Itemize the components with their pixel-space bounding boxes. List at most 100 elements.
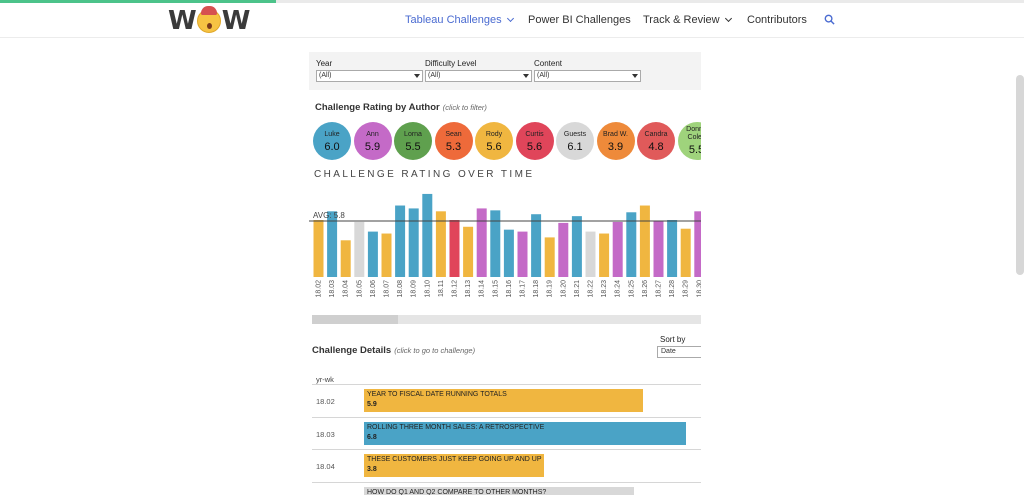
site-logo[interactable]: W W: [168, 5, 251, 37]
x-tick-label: 18.14: [479, 280, 486, 298]
challenge-bar[interactable]: YEAR TO FISCAL DATE RUNNING TOTALS 5.9: [364, 389, 643, 412]
filter-difficulty-value: (All): [428, 72, 441, 79]
x-tick-label: 18.11: [438, 280, 445, 297]
chart-bar[interactable]: [422, 193, 433, 277]
chevron-down-icon: [414, 74, 420, 78]
chart-horizontal-scrollbar[interactable]: [312, 315, 701, 324]
page-scrollbar[interactable]: [1016, 75, 1024, 275]
author-name: Donna Coles: [686, 126, 701, 141]
challenge-details-hint: (click to go to challenge): [394, 346, 476, 355]
filter-year-value: (All): [319, 72, 332, 79]
chart-bar[interactable]: [585, 231, 596, 277]
x-tick-label: 18.19: [547, 280, 554, 298]
challenge-bar[interactable]: THESE CUSTOMERS JUST KEEP GOING UP AND U…: [364, 454, 544, 477]
x-tick-label: 18.21: [574, 280, 581, 298]
author-bubble[interactable]: Guests 6.1: [556, 122, 594, 160]
nav-item-tableau-challenges[interactable]: Tableau Challenges: [405, 14, 514, 26]
author-rating: 4.8: [648, 141, 664, 153]
filter-year-select[interactable]: (All): [316, 70, 423, 82]
author-bubble[interactable]: Lorna 5.5: [394, 122, 432, 160]
chart-bar[interactable]: [503, 229, 514, 277]
chart-bar[interactable]: [544, 237, 555, 277]
author-name: Rody: [485, 131, 503, 138]
author-bubble[interactable]: Curtis 5.6: [515, 122, 554, 160]
filter-content-select[interactable]: (All): [534, 70, 641, 82]
tableau-dashboard: Year (All) Difficulty Level (All) Conten…: [309, 38, 701, 495]
filter-year: Year (All): [316, 59, 423, 82]
chart-bar[interactable]: [367, 231, 378, 277]
filter-content: Content (All): [534, 59, 641, 82]
challenge-details-title-text: Challenge Details: [312, 345, 392, 356]
chart-bar[interactable]: [667, 220, 678, 277]
x-tick-label: 18.12: [452, 280, 459, 298]
chart-bar[interactable]: [639, 205, 650, 277]
chart-bar[interactable]: [653, 220, 664, 277]
chart-bar[interactable]: [354, 221, 365, 277]
rating-by-author-title-text: Challenge Rating by Author: [315, 102, 440, 113]
chart-bar[interactable]: [395, 205, 406, 277]
challenge-row[interactable]: 18.03 ROLLING THREE MONTH SALES: A RETROS…: [312, 416, 701, 449]
x-tick-label: 18.27: [656, 280, 663, 298]
x-tick-label: 18.24: [615, 280, 622, 298]
nav-item-contributors[interactable]: Contributors: [747, 14, 807, 26]
author-bubble[interactable]: Ann 5.9: [353, 122, 392, 160]
x-tick-label: 18.22: [588, 280, 595, 298]
chart-bar[interactable]: [599, 233, 610, 277]
rating-by-author-hint: (click to filter): [442, 103, 487, 112]
logo-letter-right: W: [221, 6, 251, 36]
challenge-details-title: Challenge Details (click to go to challen…: [312, 345, 475, 356]
filter-content-value: (All): [537, 72, 550, 79]
chevron-down-icon: [724, 14, 732, 23]
filter-year-label: Year: [316, 59, 333, 68]
chart-bar[interactable]: [313, 220, 324, 277]
challenge-row[interactable]: 18.04 THESE CUSTOMERS JUST KEEP GOING UP …: [312, 449, 701, 481]
challenge-bar[interactable]: HOW DO Q1 AND Q2 COMPARE TO OTHER MONTHS…: [364, 486, 634, 495]
chart-bar[interactable]: [626, 212, 637, 277]
chart-bar[interactable]: [680, 228, 691, 277]
chart-bar[interactable]: [408, 208, 419, 277]
rating-over-time-chart[interactable]: 18.02 18.03 18.04 18.05 18.06 18.07 18.08 18.09…: [309, 186, 701, 314]
author-bubble[interactable]: Sean 5.3: [434, 122, 473, 160]
chart-bar[interactable]: [381, 233, 392, 277]
rating-by-author-title: Challenge Rating by Author (click to filt…: [315, 102, 487, 113]
chart-bar[interactable]: [558, 222, 569, 277]
author-bubble[interactable]: Brad W. 3.9: [596, 122, 635, 160]
chart-bar[interactable]: [612, 221, 623, 277]
challenge-row[interactable]: 18.05HOW DO Q1 AND Q2 COMPARE TO OTHER M…: [312, 481, 701, 495]
challenge-title: YEAR TO FISCAL DATE RUNNING TOTALS: [367, 391, 507, 398]
author-bubble[interactable]: Rody 5.6: [475, 122, 513, 160]
chart-bar[interactable]: [340, 240, 351, 277]
x-tick-label: 18.03: [329, 280, 336, 298]
chart-bar[interactable]: [476, 208, 487, 277]
sort-by-select[interactable]: Date: [657, 346, 701, 358]
author-bubble[interactable]: Candra 4.8: [637, 122, 675, 160]
author-bubble[interactable]: Donna Coles 5.5: [677, 122, 701, 160]
scrollbar-thumb[interactable]: [312, 315, 398, 324]
x-tick-label: 18.07: [384, 280, 391, 298]
challenge-row[interactable]: 18.02 YEAR TO FISCAL DATE RUNNING TOTALS 5…: [312, 384, 701, 416]
chart-bar[interactable]: [517, 231, 528, 277]
x-tick-label: 18.20: [560, 280, 567, 298]
chart-bar[interactable]: [531, 214, 542, 277]
filter-difficulty-select[interactable]: (All): [425, 70, 532, 82]
chart-bar[interactable]: [463, 226, 474, 277]
chart-bar[interactable]: [490, 210, 501, 277]
chart-bar[interactable]: [327, 211, 338, 277]
author-rating: 5.5: [405, 141, 421, 153]
chart-bar[interactable]: [449, 220, 460, 277]
filter-content-label: Content: [534, 59, 563, 68]
author-bubble[interactable]: Luke 6.0: [313, 122, 351, 160]
chart-bar[interactable]: [694, 211, 701, 277]
x-tick-label: 18.29: [683, 280, 690, 298]
filter-difficulty-label: Difficulty Level: [425, 59, 477, 68]
mind-blown-emoji-icon: [196, 6, 221, 33]
chart-bar[interactable]: [435, 211, 446, 277]
challenge-bar[interactable]: ROLLING THREE MONTH SALES: A RETROSPECTI…: [364, 421, 686, 445]
search-icon[interactable]: [824, 14, 835, 25]
chart-bar[interactable]: [571, 216, 582, 277]
nav-item-track-review[interactable]: Track & Review: [643, 14, 732, 26]
challenge-rating: 3.8: [367, 466, 377, 473]
nav-item-power-bi-challenges[interactable]: Power BI Challenges: [528, 14, 631, 26]
x-tick-label: 18.09: [411, 280, 418, 298]
x-tick-label: 18.23: [601, 280, 608, 298]
